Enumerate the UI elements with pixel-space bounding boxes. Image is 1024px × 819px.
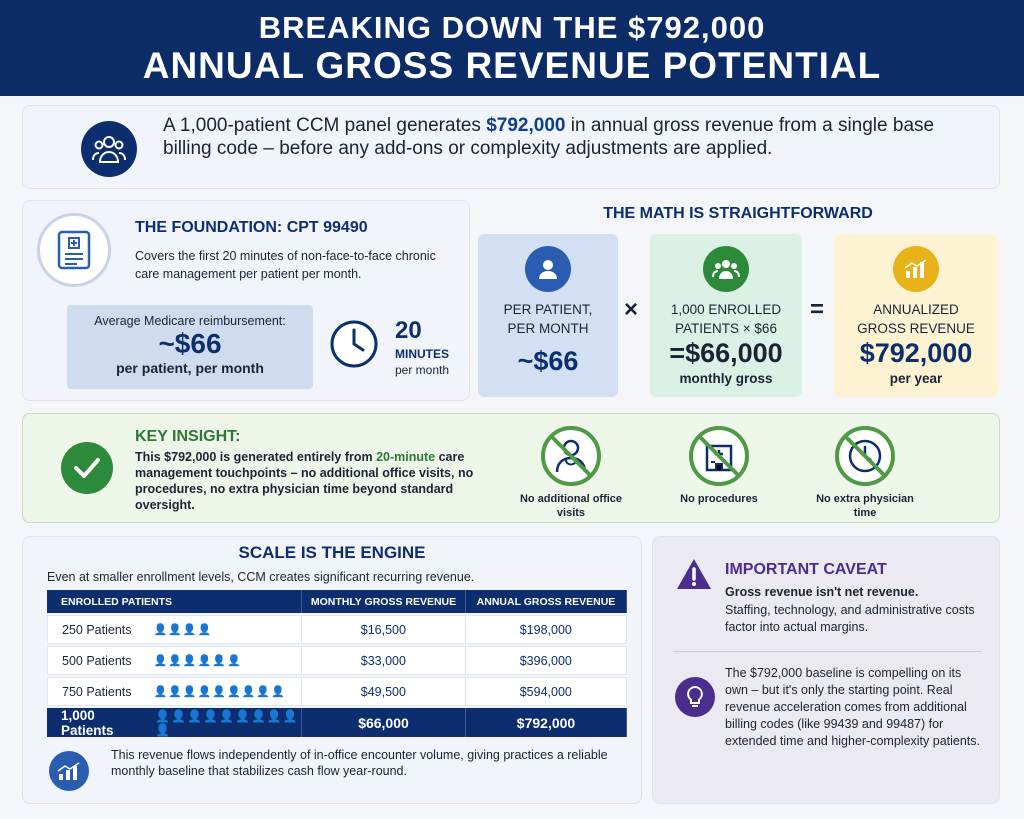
header-enrolled: ENROLLED PATIENTS xyxy=(47,590,302,613)
no-clock-icon xyxy=(833,424,897,488)
row-patients: 500 Patients xyxy=(62,653,132,668)
checkmark-icon xyxy=(61,442,113,494)
minutes-unit: per month xyxy=(395,363,450,377)
multiply-operator: × xyxy=(624,296,639,323)
total-patients: 1,000 Patients xyxy=(61,707,114,738)
reimbursement-label: Average Medicare reimbursement: xyxy=(94,314,286,328)
scale-panel: SCALE IS THE ENGINE Even at smaller enro… xyxy=(22,536,642,804)
header-annual: ANNUAL GROSS REVENUE xyxy=(466,590,627,613)
table-row: 500 Patients 👤👤👤👤👤👤 $33,000 $396,000 xyxy=(47,646,627,675)
key-insight-text: This $792,000 is generated entirely from… xyxy=(135,450,474,512)
row-annual: $594,000 xyxy=(519,684,572,699)
monthly-gross-label: 1,000 ENROLLED PATIENTS × $66 xyxy=(670,302,782,336)
annual-gross-unit: per year xyxy=(889,371,943,386)
reimbursement-box: Average Medicare reimbursement: ~$66 per… xyxy=(67,305,313,389)
per-patient-box: PER PATIENT, PER MONTH ~$66 xyxy=(478,234,618,397)
no-procedures-label: No procedures xyxy=(680,493,758,505)
scale-subtitle: Even at smaller enrollment levels, CCM c… xyxy=(47,570,475,584)
row-patients-cell: 750 Patients 👤👤👤👤👤👤👤👤👤 xyxy=(48,678,303,705)
scale-footnote: This revenue flows independently of in-o… xyxy=(111,748,608,778)
total-monthly: $66,000 xyxy=(302,708,466,737)
math-title: THE MATH IS STRAIGHTFORWARD xyxy=(603,205,873,222)
no-procedures-item: No procedures xyxy=(659,424,779,506)
annual-gross-box: ANNUALIZED GROSS REVENUE $792,000 per ye… xyxy=(834,234,998,397)
row-monthly: $33,000 xyxy=(302,647,466,674)
row-patients-cell: 500 Patients 👤👤👤👤👤👤 xyxy=(48,647,303,674)
row-patients-cell: 250 Patients 👤👤👤👤 xyxy=(48,616,303,643)
medical-document-icon xyxy=(37,213,111,287)
lightbulb-icon xyxy=(675,677,715,717)
caveat-text-secondary: The $792,000 baseline is compelling on i… xyxy=(725,666,981,748)
no-physician-time-label: No extra physician time xyxy=(816,493,914,519)
clock-icon xyxy=(329,319,379,369)
monthly-gross-box: 1,000 ENROLLED PATIENTS × $66 =$66,000 m… xyxy=(650,234,802,397)
group-icon xyxy=(703,246,749,292)
reimbursement-value: ~$66 xyxy=(158,328,222,359)
no-office-visits-item: No additional office visits xyxy=(511,424,631,520)
revenue-table: ENROLLED PATIENTS MONTHLY GROSS REVENUE … xyxy=(47,590,627,739)
people-icons: 👤👤👤👤 xyxy=(153,624,213,636)
foundation-panel: THE FOUNDATION: CPT 99490 Covers the fir… xyxy=(22,200,470,401)
header-title-line1: BREAKING DOWN THE $792,000 xyxy=(258,10,766,45)
annual-gross-label: ANNUALIZED GROSS REVENUE xyxy=(857,302,975,336)
header-title-line2: ANNUAL GROSS REVENUE POTENTIAL xyxy=(142,45,882,86)
bar-chart-icon xyxy=(893,246,939,292)
row-monthly: $16,500 xyxy=(302,616,466,643)
annual-gross-value: $792,000 xyxy=(859,338,973,368)
no-hospital-icon xyxy=(687,424,751,488)
monthly-gross-value: =$66,000 xyxy=(669,338,783,368)
caveat-title: IMPORTANT CAVEAT xyxy=(725,561,887,578)
scale-title: SCALE IS THE ENGINE xyxy=(238,543,426,562)
intro-panel: A 1,000-patient CCM panel generates $792… xyxy=(22,105,1000,189)
table-row: 250 Patients 👤👤👤👤 $16,500 $198,000 xyxy=(47,615,627,644)
people-icons: 👤👤👤👤👤👤 xyxy=(153,655,242,667)
person-icon xyxy=(525,246,571,292)
foundation-title: THE FOUNDATION: CPT 99490 xyxy=(135,219,368,236)
row-patients: 750 Patients xyxy=(62,684,132,699)
growth-chart-icon xyxy=(49,751,89,791)
caveat-bold-text: Gross revenue isn't net revenue. xyxy=(725,585,919,599)
header-banner: BREAKING DOWN THE $792,000 ANNUAL GROSS … xyxy=(0,0,1024,96)
no-physician-time-item: No extra physician time xyxy=(805,424,925,520)
no-doctor-icon xyxy=(539,424,603,488)
caveat-panel: IMPORTANT CAVEAT Gross revenue isn't net… xyxy=(652,536,1000,804)
row-annual: $396,000 xyxy=(519,653,572,668)
per-patient-value: ~$66 xyxy=(517,346,579,376)
intro-text: A 1,000-patient CCM panel generates $792… xyxy=(163,115,935,159)
row-patients: 250 Patients xyxy=(62,622,132,637)
caveat-divider xyxy=(673,651,981,652)
minutes-value: 20 xyxy=(395,317,422,344)
per-patient-label: PER PATIENT, PER MONTH xyxy=(503,302,593,336)
foundation-description: Covers the first 20 minutes of non-face-… xyxy=(135,249,436,281)
people-icons: 👤👤👤👤👤👤👤👤👤👤 xyxy=(155,708,299,737)
table-row: 750 Patients 👤👤👤👤👤👤👤👤👤 $49,500 $594,000 xyxy=(47,677,627,706)
header-monthly: MONTHLY GROSS REVENUE xyxy=(302,590,466,613)
table-header-row: ENROLLED PATIENTS MONTHLY GROSS REVENUE … xyxy=(47,590,627,613)
reimbursement-unit: per patient, per month xyxy=(116,360,264,376)
key-insight-title: KEY INSIGHT: xyxy=(135,428,241,445)
row-monthly: $49,500 xyxy=(302,678,466,705)
total-annual: $792,000 xyxy=(466,708,627,737)
minutes-label: MINUTES xyxy=(395,347,449,361)
monthly-gross-unit: monthly gross xyxy=(679,371,773,386)
caveat-text: Staffing, technology, and administrative… xyxy=(725,603,975,634)
group-icon xyxy=(81,121,137,177)
row-annual: $198,000 xyxy=(519,622,572,637)
people-icons: 👤👤👤👤👤👤👤👤👤 xyxy=(153,686,286,698)
no-office-visits-label: No additional office visits xyxy=(519,493,623,519)
table-total-row: 1,000 Patients 👤👤👤👤👤👤👤👤👤👤 $66,000 $792,00… xyxy=(47,707,627,738)
total-patients-cell: 1,000 Patients 👤👤👤👤👤👤👤👤👤👤 xyxy=(47,707,302,738)
key-insight-panel: KEY INSIGHT: This $792,000 is generated … xyxy=(22,413,1000,523)
warning-icon xyxy=(675,557,713,591)
equals-operator: = xyxy=(810,296,825,323)
